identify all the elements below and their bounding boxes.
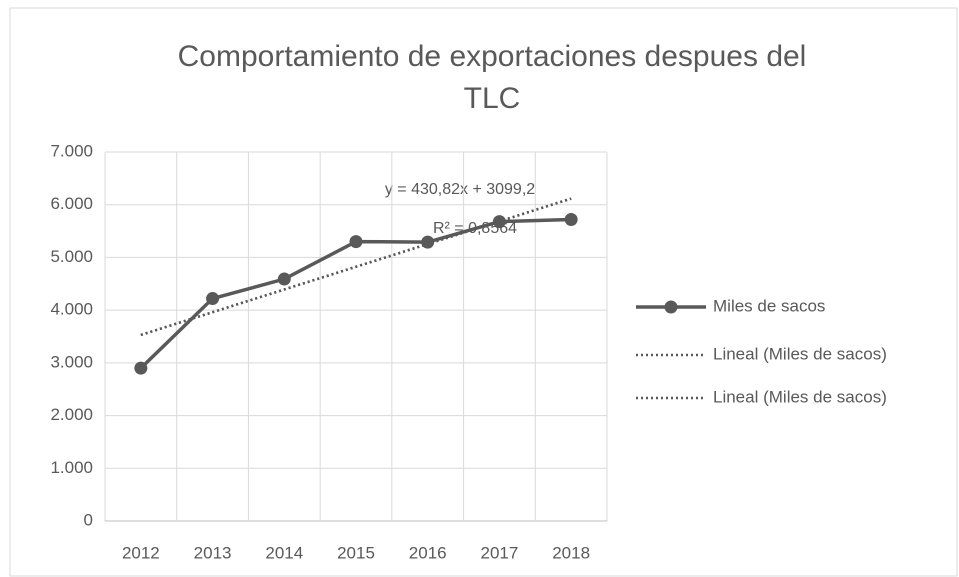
x-tick-label: 2012 [122, 543, 160, 562]
chart-title: TLC [464, 82, 521, 115]
y-tick-label: 5.000 [50, 247, 93, 266]
trend-equation: y = 430,82x + 3099,2 [385, 181, 535, 198]
legend-label: Lineal (Miles de sacos) [713, 344, 887, 363]
y-tick-label: 0 [84, 510, 93, 529]
y-tick-label: 3.000 [50, 352, 93, 371]
x-tick-label: 2014 [265, 543, 303, 562]
x-tick-label: 2013 [194, 543, 232, 562]
chart-title: Comportamiento de exportaciones despues … [178, 40, 807, 73]
trend-line [140, 197, 572, 337]
y-tick-label: 1.000 [50, 458, 93, 477]
x-tick-label: 2015 [337, 543, 375, 562]
y-tick-label: 7.000 [50, 141, 93, 160]
point [134, 361, 148, 375]
y-tick-label: 6.000 [50, 194, 93, 213]
x-tick-label: 2016 [409, 543, 447, 562]
y-tick-label: 4.000 [50, 300, 93, 319]
legend-label: Miles de sacos [713, 296, 825, 315]
legend-label: Lineal (Miles de sacos) [713, 387, 887, 406]
x-tick-label: 2018 [552, 543, 590, 562]
y-tick-label: 2.000 [50, 405, 93, 424]
point [206, 292, 220, 306]
chart-border [9, 7, 958, 577]
point [421, 235, 435, 249]
point [277, 272, 291, 286]
point [564, 212, 578, 226]
x-tick-label: 2017 [481, 543, 519, 562]
legend-marker [664, 300, 678, 314]
point [349, 235, 363, 249]
